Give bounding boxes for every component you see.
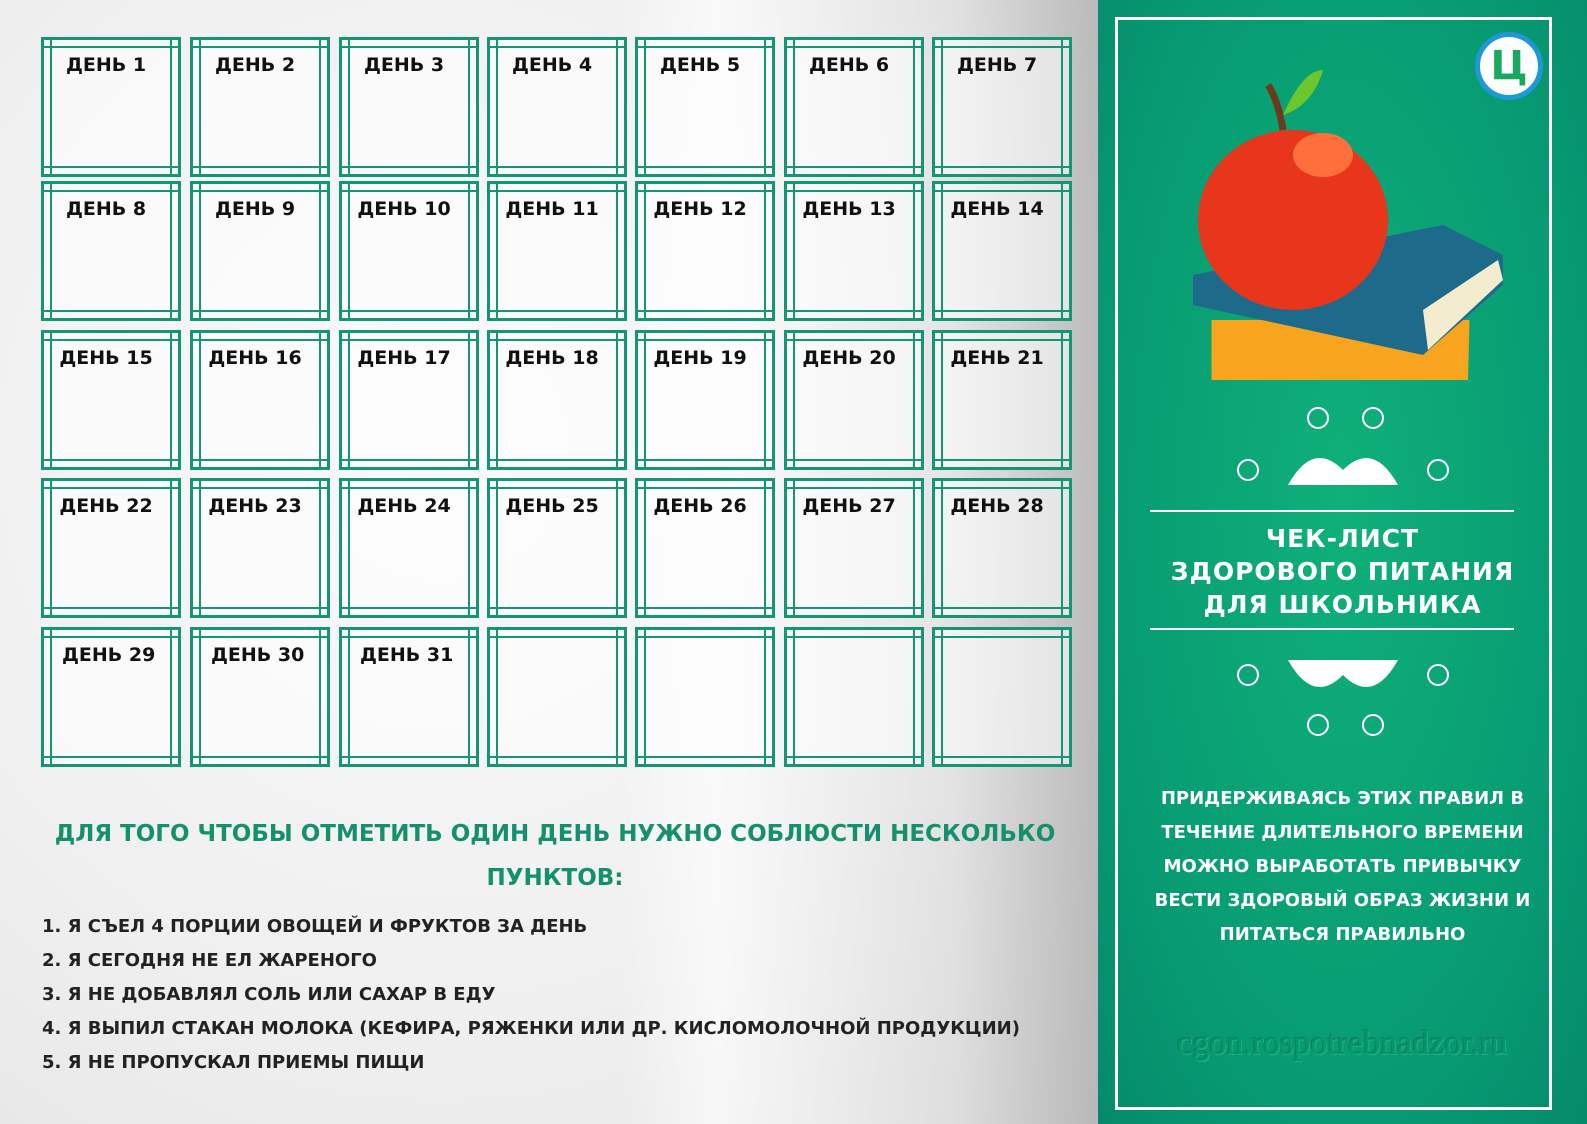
day-label: ДЕНЬ 18 bbox=[505, 347, 599, 369]
rule-item: 1. Я СЪЕЛ 4 ПОРЦИИ ОВОЩЕЙ И ФРУКТОВ ЗА Д… bbox=[42, 916, 588, 937]
day-label: ДЕНЬ 7 bbox=[956, 54, 1038, 76]
day-label: ДЕНЬ 29 bbox=[62, 644, 156, 666]
day-cell[interactable] bbox=[487, 627, 627, 767]
day-label: ДЕНЬ 8 bbox=[65, 198, 147, 220]
day-label: ДЕНЬ 15 bbox=[59, 347, 153, 369]
day-cell[interactable]: ДЕНЬ 31 bbox=[339, 627, 479, 767]
day-cell[interactable]: ДЕНЬ 12 bbox=[635, 181, 775, 321]
day-cell[interactable] bbox=[932, 627, 1072, 767]
day-label: ДЕНЬ 28 bbox=[950, 495, 1044, 517]
day-cell[interactable]: ДЕНЬ 11 bbox=[487, 181, 627, 321]
day-label: ДЕНЬ 30 bbox=[211, 644, 305, 666]
day-cell[interactable]: ДЕНЬ 3 bbox=[339, 37, 479, 177]
day-cell[interactable]: ДЕНЬ 9 bbox=[190, 181, 330, 321]
day-cell[interactable]: ДЕНЬ 18 bbox=[487, 330, 627, 470]
day-label: ДЕНЬ 25 bbox=[505, 495, 599, 517]
rule-item: 5. Я НЕ ПРОПУСКАЛ ПРИЕМЫ ПИЩИ bbox=[42, 1052, 425, 1073]
day-cell[interactable]: ДЕНЬ 29 bbox=[41, 627, 181, 767]
day-cell[interactable]: ДЕНЬ 27 bbox=[784, 478, 924, 618]
panel-title: ЧЕК-ЛИСТ ЗДОРОВОГО ПИТАНИЯ ДЛЯ ШКОЛЬНИКА bbox=[1118, 522, 1567, 621]
day-label: ДЕНЬ 31 bbox=[360, 644, 454, 666]
day-cell[interactable]: ДЕНЬ 28 bbox=[932, 478, 1072, 618]
day-cell[interactable] bbox=[635, 627, 775, 767]
day-cell[interactable]: ДЕНЬ 22 bbox=[41, 478, 181, 618]
day-label: ДЕНЬ 24 bbox=[357, 495, 451, 517]
ornament-bottom bbox=[1237, 660, 1449, 736]
day-cell[interactable]: ДЕНЬ 10 bbox=[339, 181, 479, 321]
day-label: ДЕНЬ 5 bbox=[659, 54, 741, 76]
day-cell[interactable]: ДЕНЬ 24 bbox=[339, 478, 479, 618]
day-cell[interactable]: ДЕНЬ 25 bbox=[487, 478, 627, 618]
day-label: ДЕНЬ 27 bbox=[802, 495, 896, 517]
rule-item: 4. Я ВЫПИЛ СТАКАН МОЛОКА (КЕФИРА, РЯЖЕНК… bbox=[42, 1018, 1020, 1039]
day-cell[interactable]: ДЕНЬ 7 bbox=[932, 37, 1072, 177]
day-cell[interactable]: ДЕНЬ 23 bbox=[190, 478, 330, 618]
day-label: ДЕНЬ 23 bbox=[208, 495, 302, 517]
day-cell[interactable]: ДЕНЬ 14 bbox=[932, 181, 1072, 321]
rule-item: 2. Я СЕГОДНЯ НЕ ЕЛ ЖАРЕНОГО bbox=[42, 950, 377, 971]
day-label: ДЕНЬ 3 bbox=[363, 54, 445, 76]
day-label: ДЕНЬ 11 bbox=[505, 198, 599, 220]
day-cell[interactable]: ДЕНЬ 13 bbox=[784, 181, 924, 321]
day-label: ДЕНЬ 10 bbox=[357, 198, 451, 220]
title-line: ДЛЯ ШКОЛЬНИКА bbox=[1203, 590, 1482, 619]
day-cell[interactable]: ДЕНЬ 17 bbox=[339, 330, 479, 470]
logo: Ц bbox=[1475, 32, 1543, 100]
day-label: ДЕНЬ 22 bbox=[59, 495, 153, 517]
rules-list: 1. Я СЪЕЛ 4 ПОРЦИИ ОВОЩЕЙ И ФРУКТОВ ЗА Д… bbox=[42, 910, 1020, 1080]
title-line: ЗДОРОВОГО ПИТАНИЯ bbox=[1170, 557, 1515, 586]
day-cell[interactable]: ДЕНЬ 8 bbox=[41, 181, 181, 321]
day-cell[interactable]: ДЕНЬ 30 bbox=[190, 627, 330, 767]
website-watermark: cgon.rospotrebnadzor.ru bbox=[1177, 1025, 1508, 1062]
ornament-top bbox=[1237, 407, 1449, 485]
day-label: ДЕНЬ 19 bbox=[653, 347, 747, 369]
day-label: ДЕНЬ 2 bbox=[214, 54, 296, 76]
day-label: ДЕНЬ 26 bbox=[653, 495, 747, 517]
cover-panel: Ц ЧЕК-ЛИСТ ЗДОРОВОГО ПИТАНИЯ ДЛЯ ШКОЛЬНИ… bbox=[1098, 0, 1587, 1124]
day-label: ДЕНЬ 13 bbox=[802, 198, 896, 220]
checklist-page: ДЕНЬ 1 ДЕНЬ 2 ДЕНЬ 3 ДЕНЬ 4 ДЕНЬ 5 ДЕНЬ 6 ДЕНЬ… bbox=[0, 0, 1098, 1124]
apple-on-books-illustration bbox=[1193, 70, 1503, 380]
day-label: ДЕНЬ 12 bbox=[653, 198, 747, 220]
divider bbox=[1150, 510, 1514, 512]
day-label: ДЕНЬ 1 bbox=[65, 54, 147, 76]
divider bbox=[1150, 628, 1514, 630]
panel-frame bbox=[1115, 17, 1552, 1110]
day-label: ДЕНЬ 17 bbox=[357, 347, 451, 369]
day-cell[interactable]: ДЕНЬ 20 bbox=[784, 330, 924, 470]
day-cell[interactable]: ДЕНЬ 21 bbox=[932, 330, 1072, 470]
panel-description: ПРИДЕРЖИВАЯСЬ ЭТИХ ПРАВИЛ В ТЕЧЕНИЕ ДЛИТ… bbox=[1154, 788, 1531, 945]
day-cell[interactable]: ДЕНЬ 2 bbox=[190, 37, 330, 177]
day-cell[interactable]: ДЕНЬ 1 bbox=[41, 37, 181, 177]
day-label: ДЕНЬ 16 bbox=[208, 347, 302, 369]
day-cell[interactable]: ДЕНЬ 19 bbox=[635, 330, 775, 470]
rule-item: 3. Я НЕ ДОБАВЛЯЛ СОЛЬ ИЛИ САХАР В ЕДУ bbox=[42, 984, 496, 1005]
day-cell[interactable]: ДЕНЬ 5 bbox=[635, 37, 775, 177]
day-label: ДЕНЬ 9 bbox=[214, 198, 296, 220]
day-cell[interactable]: ДЕНЬ 6 bbox=[784, 37, 924, 177]
day-label: ДЕНЬ 14 bbox=[950, 198, 1044, 220]
day-cell[interactable]: ДЕНЬ 16 bbox=[190, 330, 330, 470]
day-label: ДЕНЬ 20 bbox=[802, 347, 896, 369]
day-label: ДЕНЬ 21 bbox=[950, 347, 1044, 369]
title-line: ЧЕК-ЛИСТ bbox=[1265, 524, 1420, 553]
instruction-heading: ДЛЯ ТОГО ЧТОБЫ ОТМЕТИТЬ ОДИН ДЕНЬ НУЖНО … bbox=[54, 821, 1056, 891]
day-cell[interactable]: ДЕНЬ 4 bbox=[487, 37, 627, 177]
day-label: ДЕНЬ 6 bbox=[808, 54, 890, 76]
day-cell[interactable]: ДЕНЬ 15 bbox=[41, 330, 181, 470]
day-label: ДЕНЬ 4 bbox=[511, 54, 593, 76]
day-cell[interactable]: ДЕНЬ 26 bbox=[635, 478, 775, 618]
day-cell[interactable] bbox=[784, 627, 924, 767]
